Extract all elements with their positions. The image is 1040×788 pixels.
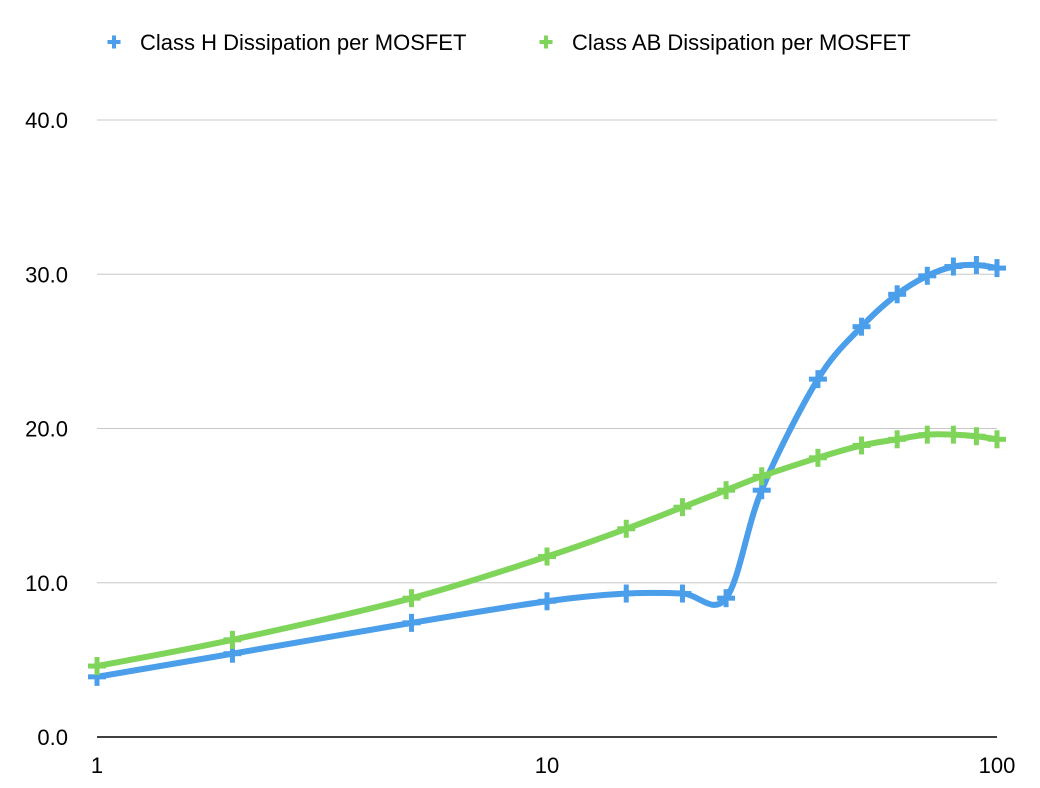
data-point-marker: [888, 285, 907, 304]
data-point-marker: [617, 519, 636, 538]
series-group: [88, 255, 1006, 686]
legend: Class H Dissipation per MOSFET Class AB D…: [107, 30, 911, 55]
data-point-marker: [988, 259, 1006, 278]
legend-item-2: Class AB Dissipation per MOSFET: [539, 30, 911, 55]
y-tick-label: 20.0: [25, 417, 68, 442]
y-tick-label: 30.0: [25, 262, 68, 287]
data-point-marker: [888, 430, 907, 449]
data-point-marker: [88, 657, 106, 676]
data-point-marker: [717, 589, 736, 608]
data-point-marker: [808, 370, 827, 389]
data-point-marker: [402, 613, 421, 632]
legend-label: Class AB Dissipation per MOSFET: [572, 30, 911, 55]
data-point-marker: [944, 257, 963, 276]
data-point-marker: [988, 430, 1006, 449]
y-tick-label: 10.0: [25, 571, 68, 596]
legend-marker: [107, 35, 121, 49]
data-point-marker: [617, 584, 636, 603]
gridlines: [97, 119, 997, 584]
data-point-marker: [967, 255, 986, 274]
data-point-marker: [223, 644, 242, 663]
data-point-marker: [402, 589, 421, 608]
data-point-marker: [673, 498, 692, 517]
data-point-marker: [752, 467, 771, 486]
data-point-marker: [752, 481, 771, 500]
legend-marker: [539, 35, 553, 49]
y-tick-label: 0.0: [37, 725, 68, 750]
y-tick-label: 40.0: [25, 108, 68, 133]
data-point-marker: [852, 317, 871, 336]
series-line: [94, 261, 1000, 680]
x-tick-label: 10: [535, 753, 559, 778]
y-axis-ticks: 0.0 10.0 20.0 30.0 40.0: [25, 108, 68, 750]
data-point-marker: [88, 667, 106, 686]
data-point-marker: [673, 584, 692, 603]
legend-label: Class H Dissipation per MOSFET: [140, 30, 466, 55]
x-tick-label: 1: [91, 753, 103, 778]
series-1: [88, 255, 1006, 686]
x-tick-label: 100: [979, 753, 1016, 778]
data-point-marker: [538, 547, 556, 566]
data-point-marker: [852, 436, 871, 455]
data-point-marker: [918, 425, 937, 444]
series-2: [88, 425, 1006, 676]
data-point-marker: [808, 448, 827, 467]
data-point-marker: [223, 630, 242, 649]
data-point-marker: [944, 425, 963, 444]
data-point-marker: [538, 592, 556, 611]
data-point-marker: [717, 481, 736, 500]
x-axis-ticks: 1 10 100: [91, 753, 1015, 778]
legend-item-1: Class H Dissipation per MOSFET: [107, 30, 466, 55]
data-point-marker: [918, 266, 937, 285]
data-point-marker: [967, 427, 986, 446]
